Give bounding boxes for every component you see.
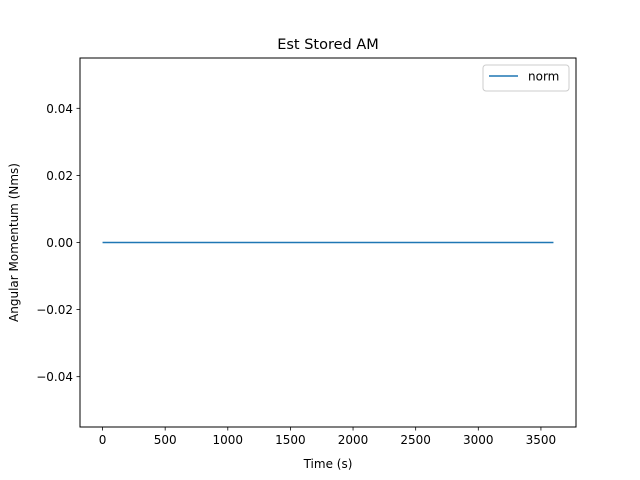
x-tick-label: 1500 <box>275 433 306 447</box>
legend-label-norm: norm <box>528 70 559 84</box>
axes-frame <box>79 57 577 428</box>
y-axis-label: Angular Momentum (Nms) <box>7 163 21 322</box>
x-axis-label: Time (s) <box>303 457 353 471</box>
legend-box <box>482 64 570 92</box>
x-tick-label: 3000 <box>463 433 494 447</box>
y-tick-label: 0.00 <box>46 236 73 250</box>
x-tick-label: 1000 <box>213 433 244 447</box>
x-tick-label: 500 <box>154 433 177 447</box>
y-tick-label: −0.04 <box>36 370 73 384</box>
y-tick-label: −0.02 <box>36 303 73 317</box>
x-tick-label: 2000 <box>338 433 369 447</box>
legend: norm <box>482 64 570 92</box>
y-axis-ticks: −0.04 −0.02 0.00 0.02 0.04 <box>36 102 80 384</box>
y-tick-label: 0.02 <box>46 169 73 183</box>
x-tick-label: 2500 <box>400 433 431 447</box>
chart-title: Est Stored AM <box>277 37 379 53</box>
y-tick-label: 0.04 <box>46 102 73 116</box>
x-tick-label: 3500 <box>526 433 557 447</box>
x-axis-ticks: 0 500 1000 1500 2000 2500 3000 3500 <box>99 427 556 447</box>
x-tick-label: 0 <box>99 433 107 447</box>
